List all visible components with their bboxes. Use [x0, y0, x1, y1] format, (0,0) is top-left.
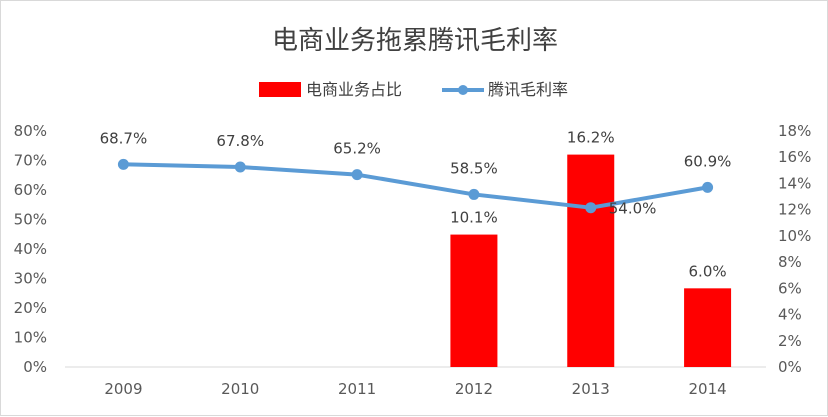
chart-title: 电商业务拖累腾讯毛利率	[272, 26, 558, 56]
left-tick-label: 10%	[14, 329, 47, 347]
x-tick-label: 2010	[221, 380, 259, 398]
x-axis: 2009 2010 2011 2012 2013 2014	[104, 380, 726, 398]
left-tick-label: 20%	[14, 299, 47, 317]
line-series	[117, 158, 714, 214]
right-tick-label: 14%	[778, 174, 811, 192]
line-data-label: 65.2%	[333, 140, 381, 158]
line-path	[123, 162, 708, 210]
line-point	[234, 161, 246, 173]
bar-data-label: 10.1%	[450, 209, 498, 227]
line-point	[702, 181, 714, 193]
right-axis: 0% 2% 4% 6% 8% 10% 12% 14% 16% 18%	[778, 122, 811, 376]
left-tick-label: 40%	[14, 240, 47, 258]
line-point	[585, 202, 597, 214]
line-point	[351, 169, 363, 181]
bar	[684, 288, 732, 367]
line-data-label: 67.8%	[216, 132, 264, 150]
line-data-label: 54.0%	[609, 200, 657, 218]
line-data-label: 58.5%	[450, 159, 498, 177]
line-point	[468, 188, 480, 200]
bar-series	[450, 154, 732, 367]
legend-swatch-bar	[259, 82, 301, 97]
x-tick-label: 2011	[338, 380, 376, 398]
left-tick-label: 70%	[14, 152, 47, 170]
left-tick-label: 60%	[14, 181, 47, 199]
right-tick-label: 8%	[778, 253, 802, 271]
right-tick-label: 16%	[778, 148, 811, 166]
left-tick-label: 80%	[14, 122, 47, 140]
bar-data-labels: 10.1% 16.2% 6.0%	[450, 129, 727, 281]
left-tick-label: 0%	[23, 358, 47, 376]
x-tick-label: 2012	[455, 380, 493, 398]
bar	[567, 154, 615, 367]
right-tick-label: 0%	[778, 358, 802, 376]
bar	[450, 234, 498, 367]
x-tick-label: 2014	[688, 380, 726, 398]
line-point	[117, 158, 129, 170]
line-data-label: 60.9%	[684, 152, 732, 170]
line-data-labels: 68.7% 67.8% 65.2% 58.5% 54.0% 60.9%	[100, 129, 732, 217]
left-tick-label: 30%	[14, 270, 47, 288]
right-tick-label: 12%	[778, 201, 811, 219]
x-tick-label: 2013	[572, 380, 610, 398]
right-tick-label: 2%	[778, 332, 802, 350]
left-tick-label: 50%	[14, 211, 47, 229]
left-axis: 0% 10% 20% 30% 40% 50% 60% 70% 80%	[14, 122, 47, 376]
right-tick-label: 10%	[778, 227, 811, 245]
legend-marker-line	[458, 85, 468, 95]
right-tick-label: 4%	[778, 306, 802, 324]
bar-data-label: 6.0%	[689, 262, 727, 280]
legend-label-bar: 电商业务占比	[306, 80, 402, 99]
right-tick-label: 6%	[778, 279, 802, 297]
bar-data-label: 16.2%	[567, 129, 615, 147]
line-data-label: 68.7%	[100, 129, 148, 147]
right-tick-label: 18%	[778, 122, 811, 140]
x-tick-label: 2009	[104, 380, 142, 398]
legend: 电商业务占比 腾讯毛利率	[259, 80, 568, 99]
legend-label-line: 腾讯毛利率	[488, 80, 568, 99]
